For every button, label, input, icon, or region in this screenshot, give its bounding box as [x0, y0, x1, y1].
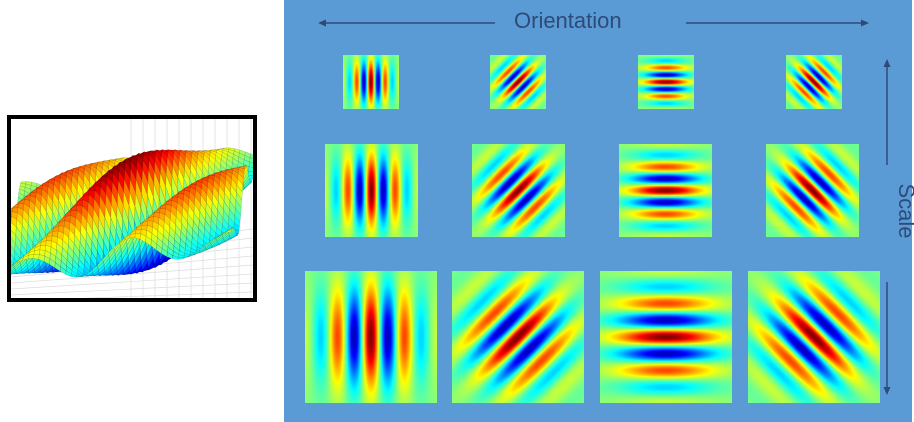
- scale-arrowhead-up: [883, 59, 891, 67]
- orientation-arrowhead-left: [318, 19, 326, 27]
- orientation-label: Orientation: [514, 8, 622, 33]
- gabor-filter-tile: [325, 144, 418, 237]
- gabor-filter-tile: [600, 271, 732, 403]
- surface-mesh: [11, 147, 253, 278]
- gabor-filter-tile: [619, 144, 712, 237]
- orientation-arrowhead-right: [861, 19, 869, 27]
- scale-label: Scale: [894, 183, 914, 239]
- gabor-filter-tile: [472, 144, 565, 237]
- gabor-filter-tile: [452, 271, 584, 403]
- gabor-surface-plot: [7, 115, 257, 302]
- scale-arrowhead-down: [883, 387, 891, 395]
- gabor-filter-tile: [305, 271, 437, 403]
- gabor-filter-tile: [638, 55, 694, 109]
- gabor-filter-tile: [766, 144, 859, 237]
- gabor-filter-tile: [786, 55, 842, 109]
- surface-plot-graphic: [11, 119, 253, 298]
- gabor-filter-tile: [490, 55, 546, 109]
- gabor-filter-tile: [748, 271, 880, 403]
- gabor-filter-tile: [343, 55, 399, 109]
